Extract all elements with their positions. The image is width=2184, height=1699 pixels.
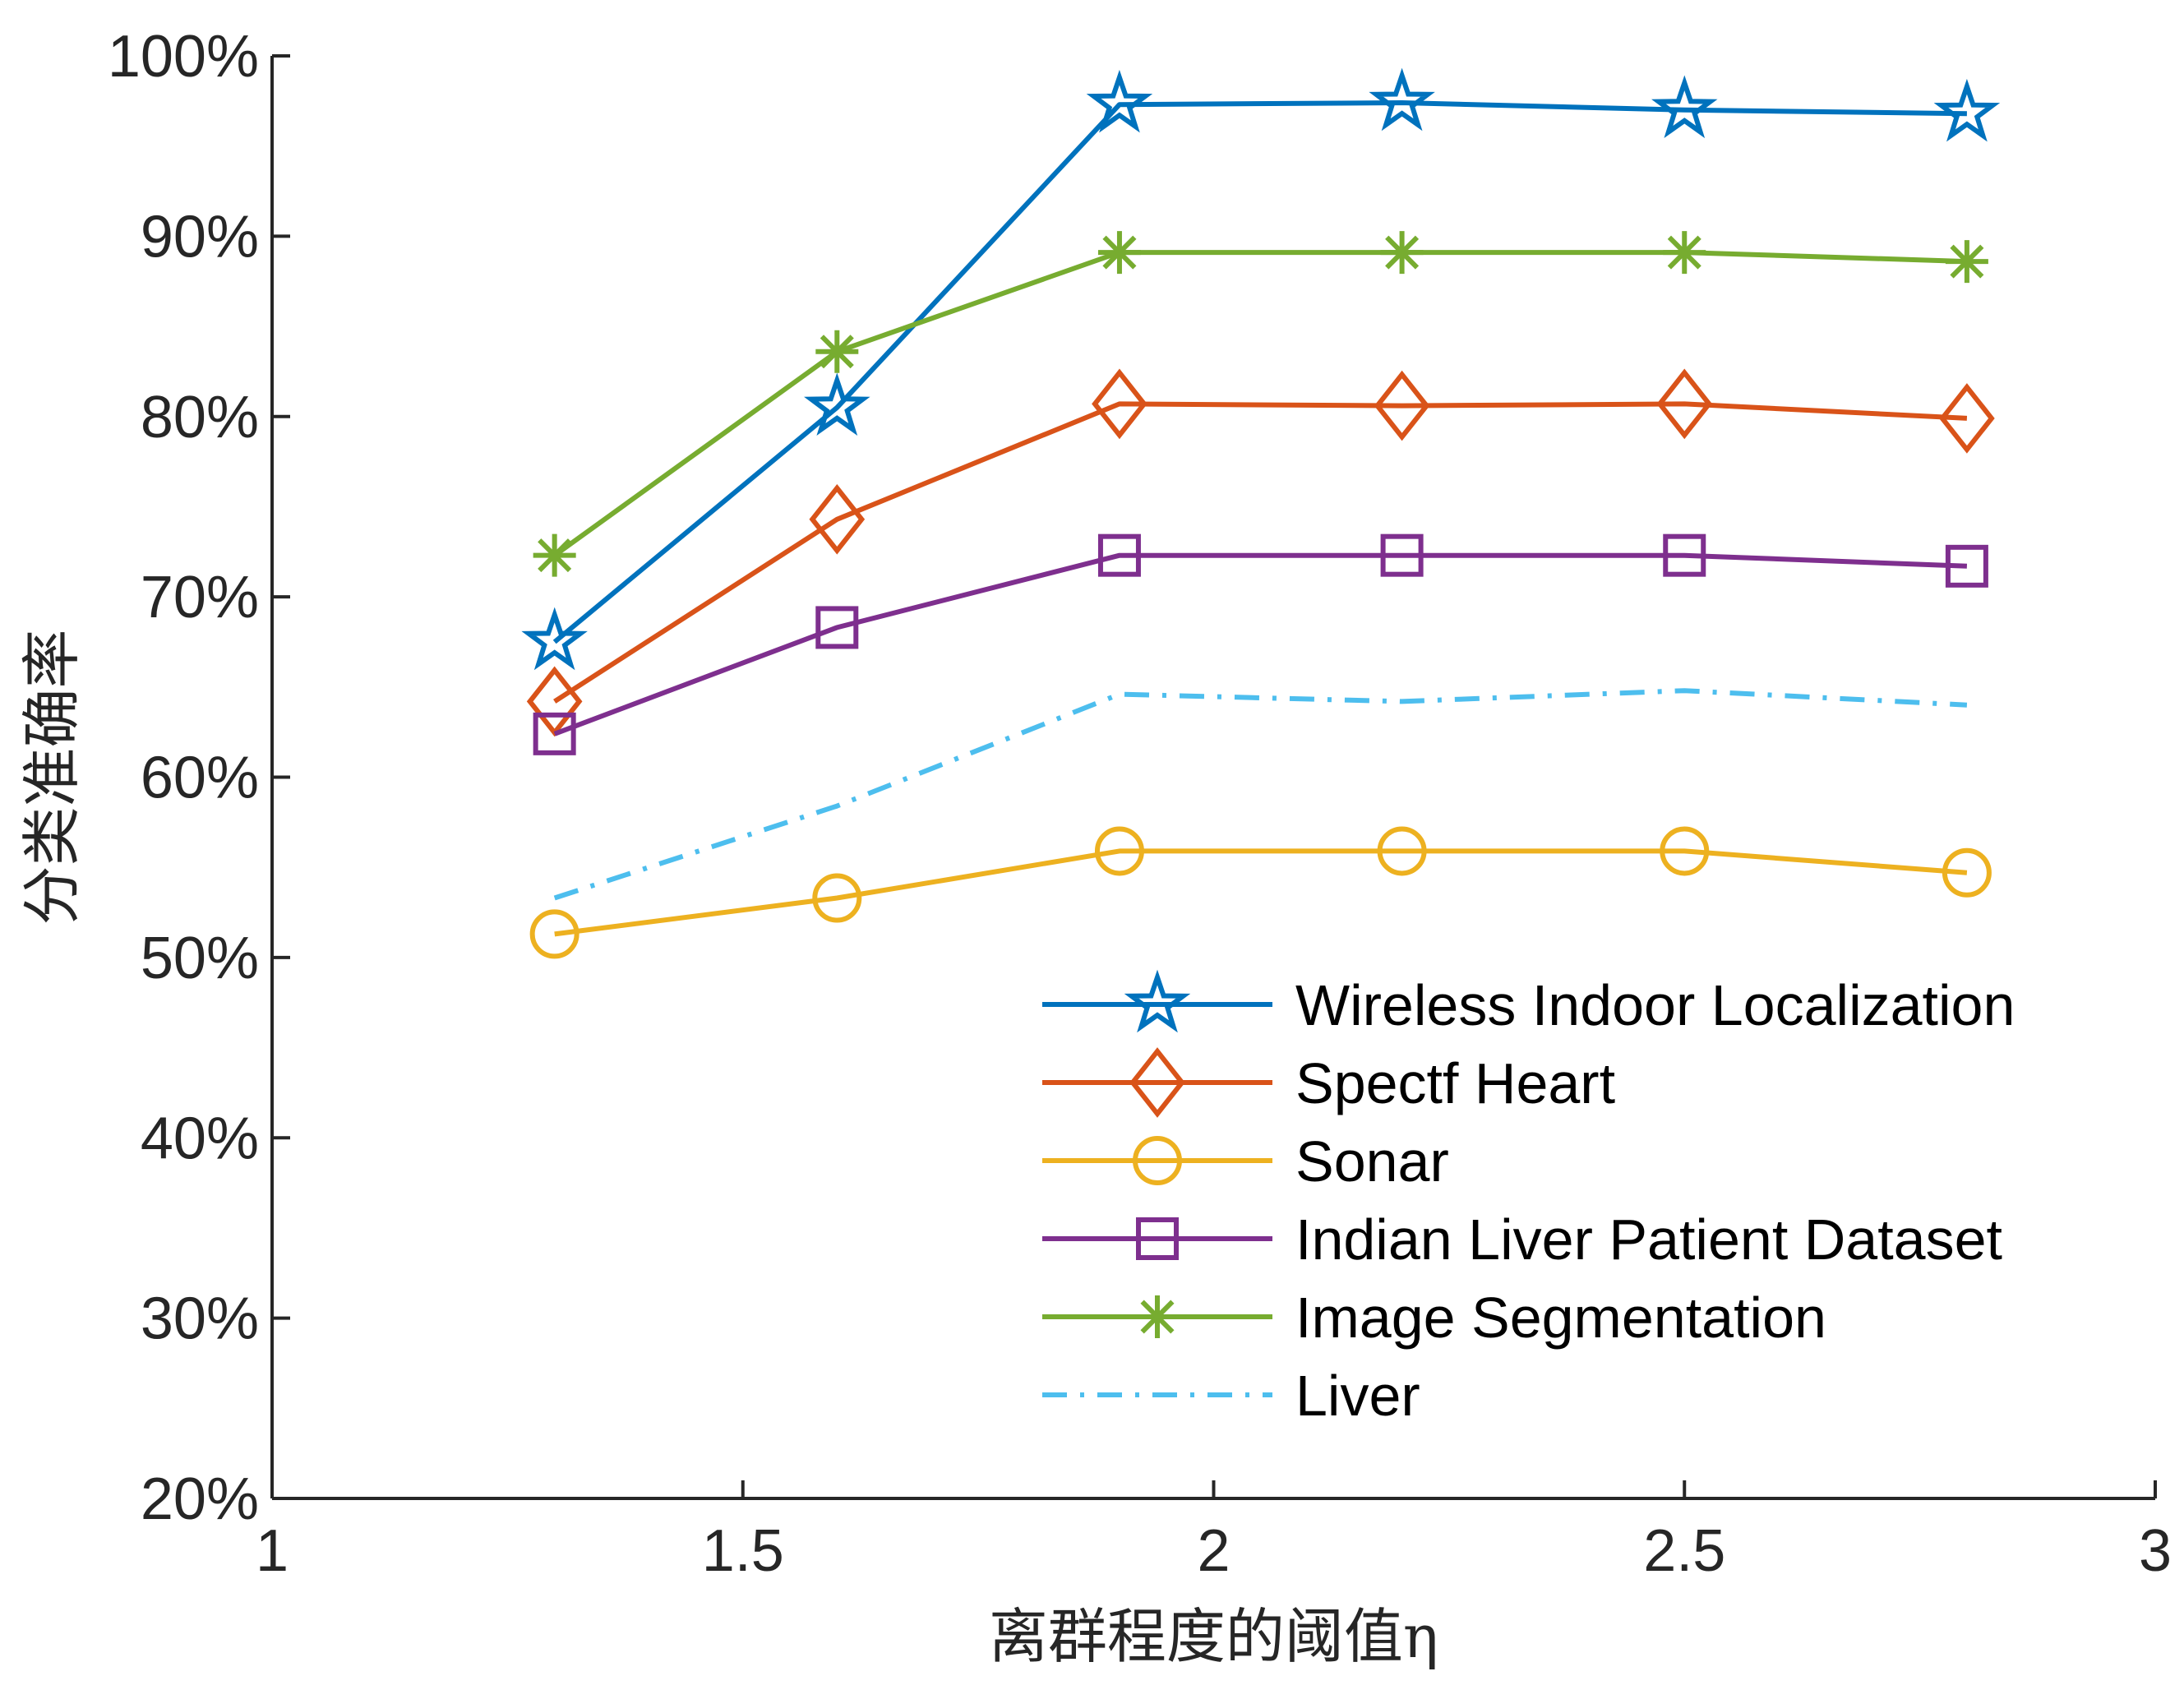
data-point [1380,533,1424,577]
legend-marker [1136,1295,1179,1338]
legend-label: Sonar [1295,1129,1449,1193]
series-line [553,688,1968,901]
data-point [1663,533,1706,577]
legend-label: Indian Liver Patient Dataset [1295,1207,2002,1272]
y-tick-label: 30% [141,1286,259,1352]
axes: 1 1.5 2 2.5 3 20% 30% 40% 50% 60% 70% 80% 90% 100% [108,24,2172,1584]
data-point [1942,847,1992,898]
data-point [1660,826,1710,876]
series-sonar [529,826,1992,959]
y-tick-label: 90% [141,204,259,270]
series-line [553,552,1968,736]
x-tick-label: 1 [256,1518,289,1584]
data-point [1380,231,1424,275]
series-indian-liver-patient-dataset [533,533,1988,755]
data-point [812,873,862,923]
y-tick-label: 70% [141,565,259,630]
x-tick-label: 2 [1197,1518,1230,1584]
data-point [533,533,576,577]
data-point [1086,69,1153,133]
legend: Wireless Indoor Localization Spectf Heart… [1042,969,2015,1428]
series-layer [521,67,2001,959]
legend-marker [1136,1217,1179,1260]
legend-label: Liver [1295,1364,1420,1428]
series-line [552,100,1967,644]
data-point [533,712,576,755]
x-tick-label: 3 [2139,1518,2172,1584]
data-point [1656,368,1713,440]
series-wireless-indoor-localization [521,67,2001,671]
series-line [553,401,1968,704]
y-tick-label: 50% [141,926,259,991]
series-spectf-heart [526,368,1995,737]
x-tick-label: 1.5 [702,1518,784,1584]
data-point [1374,370,1430,441]
legend-item: Wireless Indoor Localization [1042,969,2015,1037]
data-point [1939,383,1995,454]
data-point [1377,826,1427,876]
series-line [554,848,1968,937]
legend-item: Spectf Heart [1042,1047,1615,1118]
data-point [804,372,870,436]
legend-item: Liver [1042,1364,1420,1428]
data-point [1651,75,1718,139]
data-point [529,909,579,959]
data-point [809,483,866,555]
data-point [815,606,859,649]
y-tick-label: 40% [141,1106,259,1171]
legend-marker [1129,1047,1185,1118]
x-axis-title: 离群程度的阈值η [989,1602,1438,1671]
data-point [1092,368,1147,440]
data-point [1945,544,1988,588]
data-point [815,330,859,373]
series-line [552,250,1967,558]
legend-label: Spectf Heart [1295,1051,1615,1115]
data-point [1663,231,1706,275]
legend-marker [1133,1136,1182,1185]
data-point [1933,78,2001,142]
data-point [1094,826,1144,876]
series-liver [553,688,1968,901]
y-axis-title: 分类准确率 [17,629,86,925]
legend-item: Indian Liver Patient Dataset [1042,1207,2002,1272]
data-point [1945,240,1988,284]
y-tick-label: 100% [108,24,259,90]
y-tick-label: 60% [141,746,259,811]
legend-item: Image Segmentation [1042,1286,1826,1350]
legend-label: Wireless Indoor Localization [1295,973,2015,1037]
data-point [1097,231,1141,275]
series-image-segmentation [533,231,1988,577]
data-point [521,607,588,671]
data-point [1369,67,1435,132]
data-point [1097,533,1141,577]
y-tick-label: 80% [141,385,259,450]
legend-label: Image Segmentation [1295,1286,1826,1350]
x-tick-label: 2.5 [1643,1518,1725,1584]
y-tick-label: 20% [141,1466,259,1532]
legend-item: Sonar [1042,1129,1449,1193]
legend-marker [1124,969,1191,1033]
